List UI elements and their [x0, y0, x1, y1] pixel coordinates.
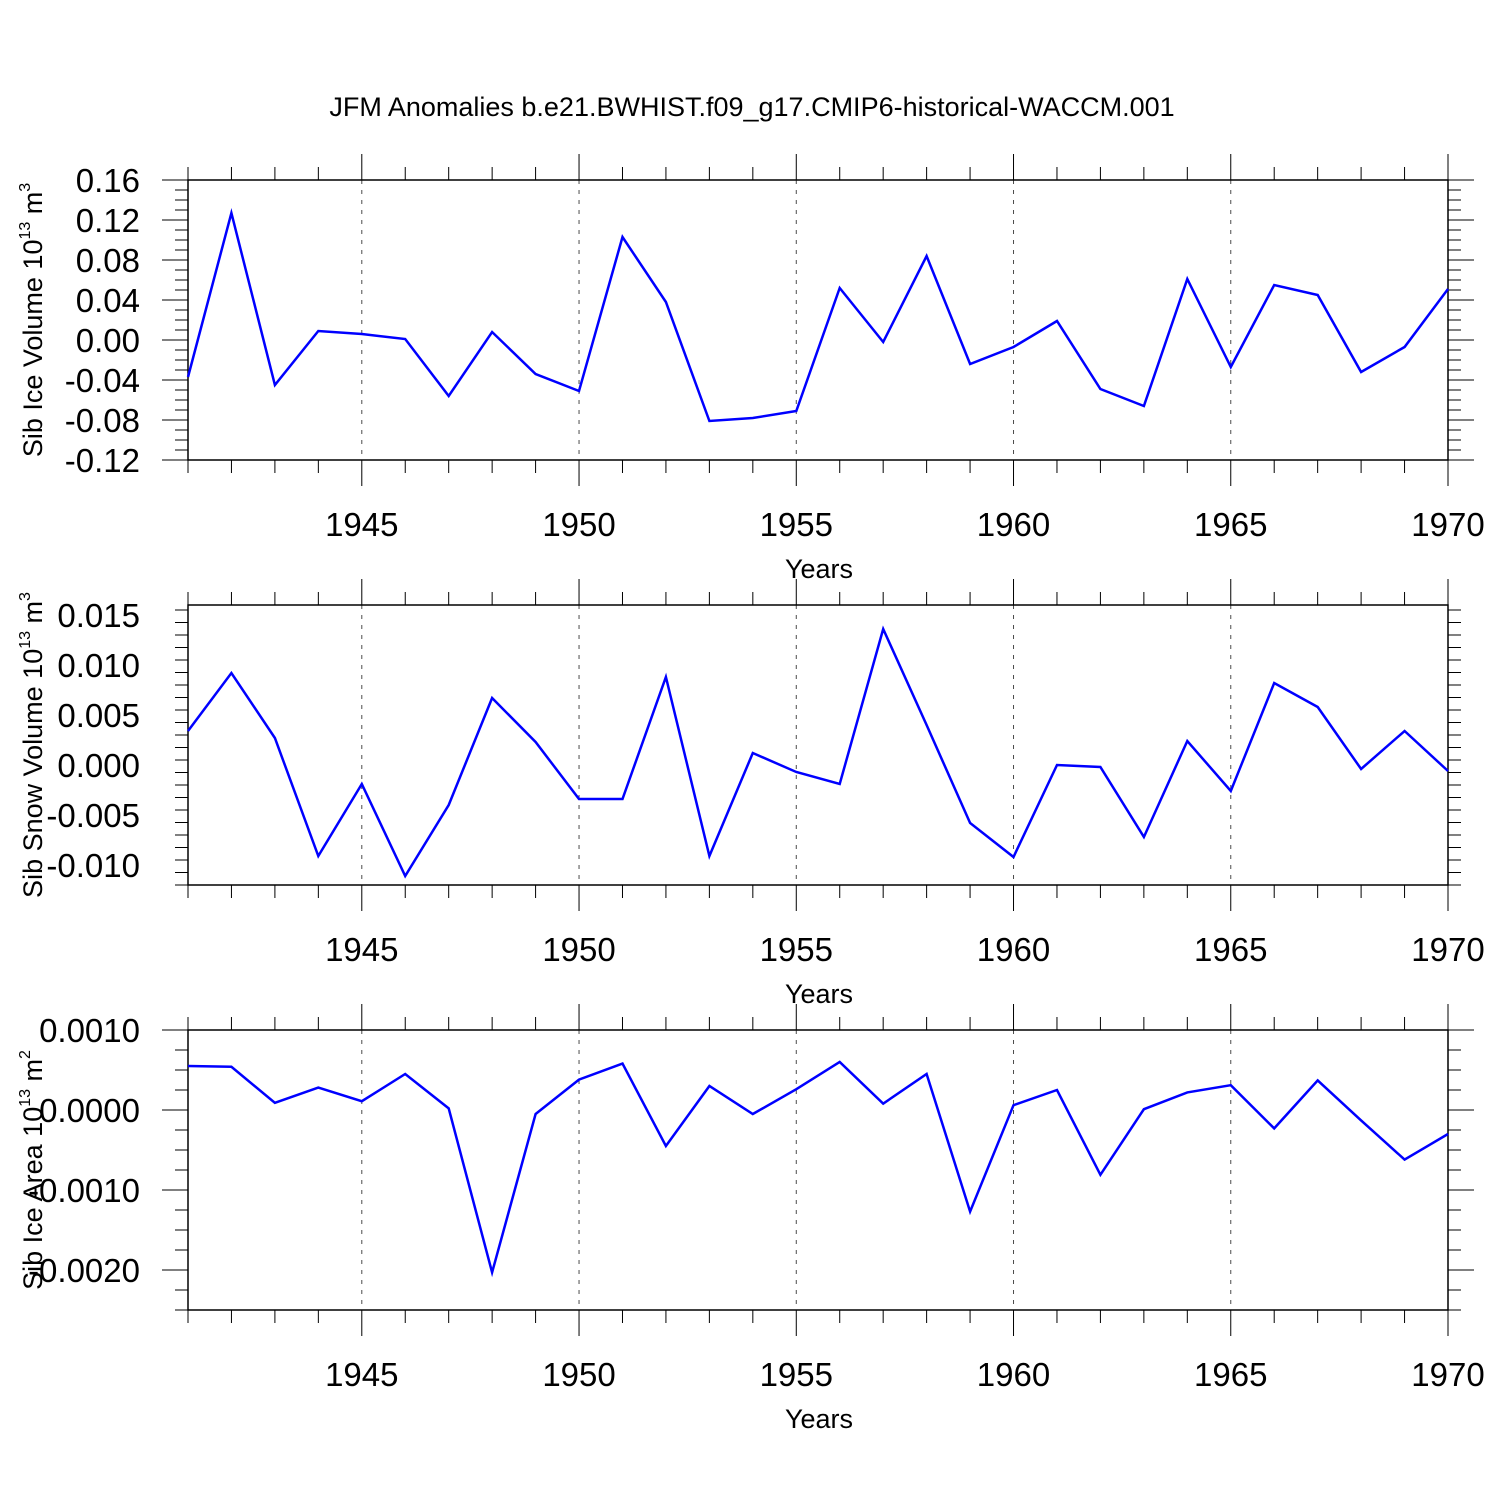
x-tick-label: 1970 [1411, 506, 1484, 543]
x-tick-label: 1970 [1411, 1356, 1484, 1393]
y-tick-label: 0.000 [57, 747, 140, 784]
y-tick-label: 0.16 [76, 162, 140, 199]
x-axis-label: Years [785, 1404, 853, 1434]
y-tick-label: 0.00 [76, 322, 140, 359]
y-tick-label: 0.12 [76, 202, 140, 239]
chart-panel-1: -0.12-0.08-0.040.000.040.080.120.16 1945 1… [17, 154, 1485, 584]
chart-panel-2: -0.010 -0.005 0.000 0.005 0.010 0.015 1945 1950… [17, 579, 1485, 1009]
y-tick-label: -0.005 [46, 797, 140, 834]
y-axis-label-exp: 13 [17, 222, 34, 240]
series-line [186, 625, 1449, 879]
y-tick-label: 0.0010 [39, 1012, 140, 1049]
x-tick-label: 1945 [325, 931, 398, 968]
y-tick-label: 0.015 [57, 597, 140, 634]
x-tick-label: 1965 [1194, 931, 1267, 968]
y-tick-label: -0.08 [65, 402, 140, 439]
y-axis-label-unit-exp: 3 [17, 183, 34, 192]
y-axis-label: Sib Snow Volume 1013 m3 [17, 592, 48, 898]
x-tick-label: 1950 [542, 506, 615, 543]
x-tick-label: 1960 [977, 506, 1050, 543]
y-tick-label: 0.08 [76, 242, 140, 279]
x-tick-label: 1945 [325, 506, 398, 543]
y-axis-label: Sib Ice Area 1013 m2 [17, 1050, 48, 1290]
y-axis-label-unit: m [18, 601, 48, 631]
x-tick-label: 1965 [1194, 506, 1267, 543]
series-line [187, 1060, 1449, 1278]
y-tick-label: 0.0000 [39, 1092, 140, 1129]
y-axis-label-unit-exp: 2 [17, 1050, 34, 1059]
y-axis-label-prefix: Sib Ice Volume 10 [18, 240, 48, 458]
x-tick-label: 1965 [1194, 1356, 1267, 1393]
y-tick-label: 0.010 [57, 647, 140, 684]
x-tick-label: 1950 [542, 931, 615, 968]
y-tick-label: -0.010 [46, 847, 140, 884]
x-tick-label: 1945 [325, 1356, 398, 1393]
y-axis-label-unit: m [18, 1059, 48, 1089]
x-axis-label: Years [785, 979, 853, 1009]
y-axis-label-prefix: Sib Ice Area 10 [18, 1107, 48, 1290]
y-axis-label-prefix: Sib Snow Volume 10 [18, 649, 48, 898]
x-tick-label: 1950 [542, 1356, 615, 1393]
y-axis-label-exp: 13 [17, 631, 34, 649]
x-tick-label: 1955 [760, 506, 833, 543]
y-axis-label-unit-exp: 3 [17, 592, 34, 601]
x-tick-label: 1960 [977, 931, 1050, 968]
chart-panel-3: -0.0020 -0.0010 0.0000 0.0010 1945 1950 1955 19… [17, 1004, 1485, 1434]
chart-title: JFM Anomalies b.e21.BWHIST.f09_g17.CMIP6… [329, 92, 1174, 122]
y-tick-label: -0.0010 [28, 1172, 140, 1209]
plot-frame [187, 1029, 1449, 1311]
y-tick-label: -0.04 [65, 362, 140, 399]
x-axis-label: Years [785, 554, 853, 584]
series-line [186, 208, 1450, 423]
x-tick-label: 1955 [760, 931, 833, 968]
y-tick-label: 0.005 [57, 697, 140, 734]
y-axis-label-unit: m [18, 192, 48, 222]
y-tick-label: 0.04 [76, 282, 140, 319]
y-axis-label-exp: 13 [17, 1089, 34, 1107]
x-tick-label: 1955 [760, 1356, 833, 1393]
x-tick-label: 1960 [977, 1356, 1050, 1393]
plot-frame [187, 179, 1449, 461]
x-tick-label: 1970 [1411, 931, 1484, 968]
plot-frame [187, 604, 1449, 886]
y-tick-label: -0.0020 [28, 1252, 140, 1289]
y-axis-label: Sib Ice Volume 1013 m3 [17, 183, 48, 457]
y-tick-label: -0.12 [65, 442, 140, 479]
